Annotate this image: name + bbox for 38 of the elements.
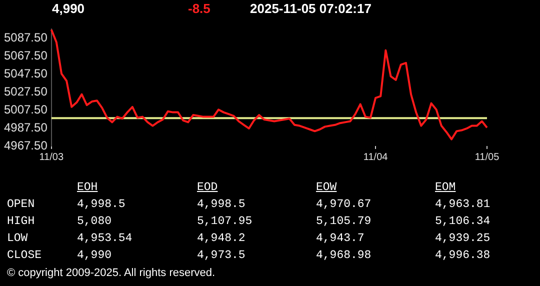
- text: -8.5: [188, 1, 210, 16]
- text: 4,996.38: [435, 249, 490, 262]
- category-label: EOH: [77, 181, 98, 194]
- text: 5,105.79: [316, 215, 372, 228]
- text: 4,963.81: [435, 198, 490, 211]
- text: 4,939.25: [435, 232, 490, 245]
- category-label: EOD: [197, 181, 218, 194]
- category-label: OPEN: [7, 198, 35, 211]
- x-tick-label: 11/05: [474, 152, 500, 163]
- y-tick-label: 5067.50: [4, 48, 48, 62]
- text: 4,948.2: [197, 232, 246, 245]
- text: 4,973.5: [197, 249, 246, 262]
- y-tick-label: 5047.50: [4, 66, 48, 80]
- text: 4,968.98: [316, 249, 372, 262]
- text: 5,107.95: [197, 215, 252, 228]
- category-label: CLOSE: [7, 249, 42, 262]
- y-tick-label: 5087.50: [4, 30, 48, 44]
- x-tick-label: 11/04: [363, 152, 388, 163]
- text: 5,080: [77, 215, 112, 228]
- text: 4,953.54: [77, 232, 132, 245]
- text: 4,970.67: [316, 198, 372, 211]
- y-tick-label: 5007.50: [4, 102, 48, 116]
- category-label: LOW: [7, 232, 28, 245]
- y-tick-label: 4967.50: [4, 138, 48, 152]
- chart-title: 4,990: [52, 1, 85, 16]
- y-tick-label: 5027.50: [4, 84, 48, 98]
- category-label: EOM: [435, 181, 456, 194]
- text: 4,998.5: [197, 198, 246, 211]
- category-label: EOW: [316, 181, 337, 194]
- text: 4,943.7: [316, 232, 364, 245]
- y-tick-label: 4987.50: [4, 120, 48, 134]
- text: © copyright 2009-2025. All rights reserved.: [7, 267, 216, 279]
- chart-subtitle: 2025-11-05 07:02:17: [250, 1, 372, 16]
- x-tick-label: 11/03: [39, 152, 64, 163]
- category-label: HIGH: [7, 215, 35, 228]
- text: 4,998.5: [77, 198, 126, 211]
- text: 5,106.34: [435, 215, 490, 228]
- text: 4,990: [77, 249, 112, 262]
